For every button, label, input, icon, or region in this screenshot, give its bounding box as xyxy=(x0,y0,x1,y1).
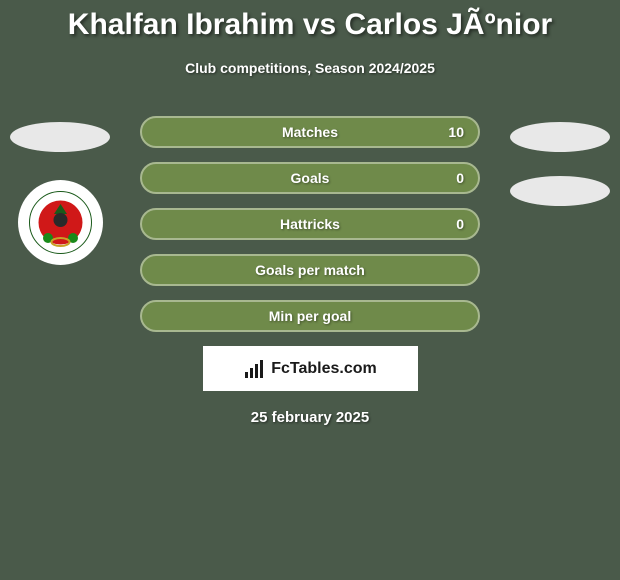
stat-label: Goals xyxy=(291,170,330,186)
stat-bar-hattricks: Hattricks 0 xyxy=(140,208,480,240)
stats-container: Matches 10 Goals 0 Hattricks 0 Goals per… xyxy=(140,116,480,332)
page-subtitle: Club competitions, Season 2024/2025 xyxy=(0,60,620,76)
chart-icon xyxy=(243,358,265,380)
stat-label: Min per goal xyxy=(269,308,351,324)
stat-bar-goals: Goals 0 xyxy=(140,162,480,194)
stat-value: 10 xyxy=(448,124,464,140)
stat-label: Goals per match xyxy=(255,262,365,278)
placeholder-ellipse-right-2 xyxy=(510,176,610,206)
page-title: Khalfan Ibrahim vs Carlos JÃºnior xyxy=(0,0,620,42)
stat-bar-min-per-goal: Min per goal xyxy=(140,300,480,332)
brand-logo-box[interactable]: FcTables.com xyxy=(203,346,418,391)
stat-label: Matches xyxy=(282,124,338,140)
stat-value: 0 xyxy=(456,170,464,186)
club-badge xyxy=(18,180,103,265)
stat-label: Hattricks xyxy=(280,216,340,232)
date-text: 25 february 2025 xyxy=(0,409,620,426)
placeholder-ellipse-left xyxy=(10,122,110,152)
stat-value: 0 xyxy=(456,216,464,232)
stat-bar-matches: Matches 10 xyxy=(140,116,480,148)
stat-bar-goals-per-match: Goals per match xyxy=(140,254,480,286)
placeholder-ellipse-right-1 xyxy=(510,122,610,152)
brand-text: FcTables.com xyxy=(271,360,377,378)
club-crest-icon xyxy=(28,190,93,255)
